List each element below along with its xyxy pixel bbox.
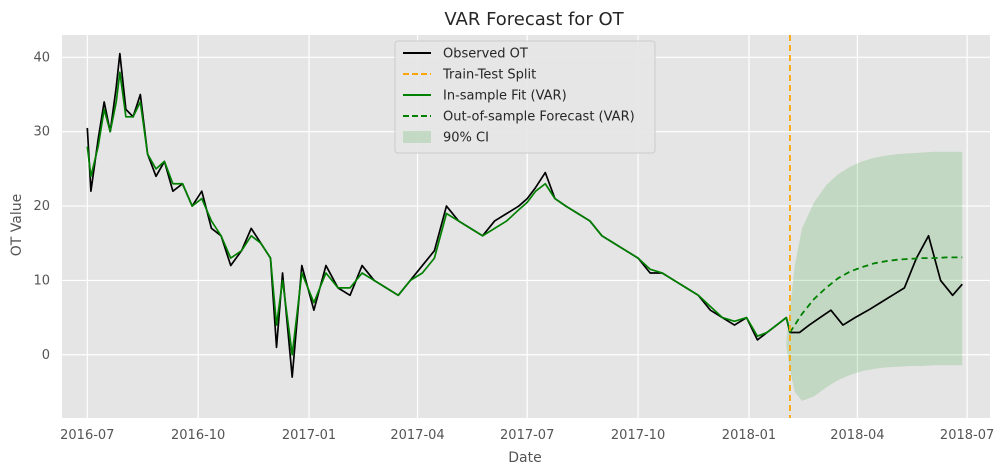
x-tick-label: 2018-07 xyxy=(940,428,994,443)
y-tick-label: 20 xyxy=(33,199,50,214)
x-axis-label: Date xyxy=(508,450,541,466)
x-axis-ticks: 2016-07 2016-10 2017-01 2017-04 2017-07 2017-… xyxy=(60,428,994,443)
forecast-line xyxy=(789,256,963,333)
x-tick-label: 2016-07 xyxy=(60,428,114,443)
y-axis-ticks: 0 10 20 30 40 xyxy=(33,50,50,362)
y-tick-label: 0 xyxy=(42,348,50,363)
x-tick-label: 2017-07 xyxy=(500,428,554,443)
x-tick-label: 2017-04 xyxy=(390,428,444,443)
y-axis-label: OT Value xyxy=(9,194,25,256)
chart-title: VAR Forecast for OT xyxy=(444,9,624,30)
x-tick-label: 2017-01 xyxy=(282,428,336,443)
y-tick-label: 40 xyxy=(33,50,50,65)
legend-label-fit: In-sample Fit (VAR) xyxy=(443,89,567,104)
x-tick-label: 2017-10 xyxy=(611,428,665,443)
legend-label-split: Train-Test Split xyxy=(442,68,536,83)
legend: Observed OT Train-Test Split In-sample Fit… xyxy=(394,40,656,154)
legend-label-forecast: Out-of-sample Forecast (VAR) xyxy=(443,110,635,125)
legend-box xyxy=(394,40,656,154)
in-sample-fit-line xyxy=(86,71,791,356)
ci-layer xyxy=(786,151,963,401)
x-tick-label: 2016-10 xyxy=(171,428,225,443)
x-tick-label: 2018-01 xyxy=(722,428,776,443)
ci-band xyxy=(786,151,963,401)
forecast-layer xyxy=(789,256,963,333)
x-tick-label: 2018-04 xyxy=(830,428,884,443)
y-tick-label: 30 xyxy=(33,125,50,140)
fit-layer xyxy=(86,71,791,356)
legend-label-ci: 90% CI xyxy=(443,131,489,146)
legend-label-observed: Observed OT xyxy=(443,47,528,62)
legend-swatch-ci xyxy=(403,131,431,143)
y-tick-label: 10 xyxy=(33,273,50,288)
